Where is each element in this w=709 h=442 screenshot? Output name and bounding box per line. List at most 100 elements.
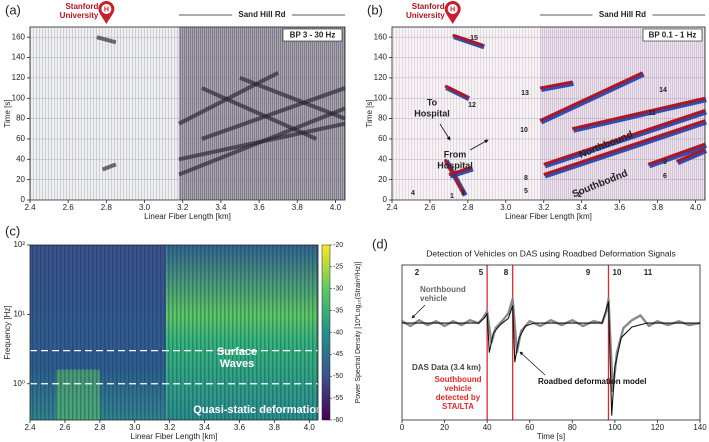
site-marker-label: H: [104, 6, 109, 13]
x-tick-label: 3.4: [215, 203, 227, 212]
x-tick-label: 3.2: [177, 203, 189, 212]
chart-title: Detection of Vehicles on DAS using Roadb…: [426, 248, 675, 258]
colorbar-tick-label: -60: [333, 417, 343, 424]
annotation: From: [444, 149, 467, 159]
track-edge: [572, 97, 707, 133]
annotation: Southbound: [434, 375, 481, 384]
x-tick-label: 80: [568, 423, 577, 432]
annotation: Hospital: [437, 160, 473, 170]
y-tick-label: 100: [12, 93, 26, 102]
panel-label: (a): [5, 2, 21, 17]
track-label: 11: [648, 110, 656, 117]
track-edge: [544, 119, 707, 179]
event-label: 11: [644, 268, 653, 277]
site-label: Stanford: [65, 2, 98, 11]
x-tick-label: 3.0: [129, 423, 141, 432]
site-label: University: [406, 11, 445, 20]
track: [539, 71, 644, 122]
x-tick-label: 3.2: [164, 423, 176, 432]
track-label: 6: [663, 173, 667, 180]
x-tick-label: 3.6: [614, 203, 626, 212]
site-marker-inner: [101, 4, 112, 14]
track-edge: [648, 143, 708, 169]
x-axis-label: Time [s]: [537, 432, 565, 441]
arrow: [519, 351, 546, 376]
track: [444, 84, 469, 99]
plot-frame: [401, 264, 701, 421]
x-tick-label: 3.0: [139, 203, 151, 212]
x-axis-label: Linear Fiber Length [km]: [131, 432, 218, 441]
x-tick-label: 2.8: [101, 203, 113, 212]
arrow: [469, 139, 489, 151]
track-edge: [544, 109, 707, 169]
y-tick-label: 40: [16, 154, 25, 163]
track: [647, 142, 706, 166]
x-tick-label: 3.0: [500, 203, 512, 212]
x-tick-label: 100: [608, 423, 622, 432]
filter-label-box: [282, 28, 343, 42]
event-label: 5: [479, 268, 484, 277]
arrow: [411, 304, 426, 319]
y-tick-label: 160: [374, 32, 388, 41]
annotation: vehicle: [420, 294, 448, 303]
track-label: 12: [468, 102, 476, 109]
annotation: Northbound: [420, 285, 466, 294]
x-tick-label: 2.8: [462, 203, 474, 212]
track-label: 3: [461, 190, 465, 197]
x-tick-label: 2.4: [386, 203, 398, 212]
y-axis-label: Time [s]: [3, 99, 12, 127]
annotation: detected by: [436, 393, 481, 402]
panel-label: (d): [372, 236, 388, 251]
x-tick-label: 2.4: [24, 203, 36, 212]
x-tick-label: 2.6: [63, 203, 75, 212]
y-tick-label: 10²: [13, 240, 25, 249]
road-label: Sand Hill Rd: [599, 10, 646, 19]
y-tick-label: 20: [16, 175, 25, 184]
panel-label: (b): [367, 2, 383, 17]
x-tick-label: 4.0: [690, 203, 702, 212]
site-marker-inner: [447, 4, 458, 14]
x-axis-label: Linear Fiber Length [km]: [144, 212, 231, 221]
x-tick-label: 3.2: [538, 203, 550, 212]
x-tick-label: 3.6: [234, 423, 246, 432]
x-tick-label: 3.4: [199, 423, 211, 432]
y-tick-label: 20: [378, 175, 387, 184]
track-edge: [449, 166, 474, 179]
colorbar: [321, 244, 331, 421]
y-tick-label: 60: [16, 134, 25, 143]
y-tick-label: 80: [16, 114, 25, 123]
y-tick-label: 100: [374, 93, 388, 102]
y-tick-label: 80: [378, 114, 387, 123]
y-tick-label: 10¹: [13, 309, 25, 318]
track-edge: [540, 80, 574, 93]
x-tick-label: 140: [693, 423, 707, 432]
event-label: 8: [504, 268, 509, 277]
track: [675, 147, 706, 163]
x-tick-label: 60: [525, 423, 534, 432]
track: [239, 76, 346, 121]
x-tick-label: 3.6: [254, 203, 266, 212]
y-tick-label: 140: [374, 53, 388, 62]
annotation: Waves: [220, 358, 254, 370]
track-label: 15: [470, 35, 478, 42]
colorbar-tick-label: -35: [333, 307, 343, 314]
spectrogram-texture: [30, 245, 318, 420]
event-label: 10: [613, 268, 622, 277]
track-label: 1: [450, 193, 454, 200]
x-axis-label: Linear Fiber Length [km]: [505, 212, 592, 221]
x-tick-label: 3.8: [269, 423, 281, 432]
x-tick-label: 3.8: [292, 203, 304, 212]
colorbar-tick-label: -30: [333, 286, 343, 293]
track-label: 13: [521, 90, 529, 97]
track-edge: [540, 72, 645, 125]
road-label: Sand Hill Rd: [238, 10, 285, 19]
x-tick-label: 2.4: [24, 423, 36, 432]
x-tick-label: 4.0: [330, 203, 342, 212]
y-tick-label: 60: [378, 134, 387, 143]
series-line: [402, 301, 700, 416]
colorbar-tick-label: -50: [333, 373, 343, 380]
track: [101, 162, 117, 172]
y-tick-label: 0: [383, 195, 388, 204]
legend-label: DAS Data (3.4 km): [412, 363, 481, 372]
track: [96, 35, 117, 45]
